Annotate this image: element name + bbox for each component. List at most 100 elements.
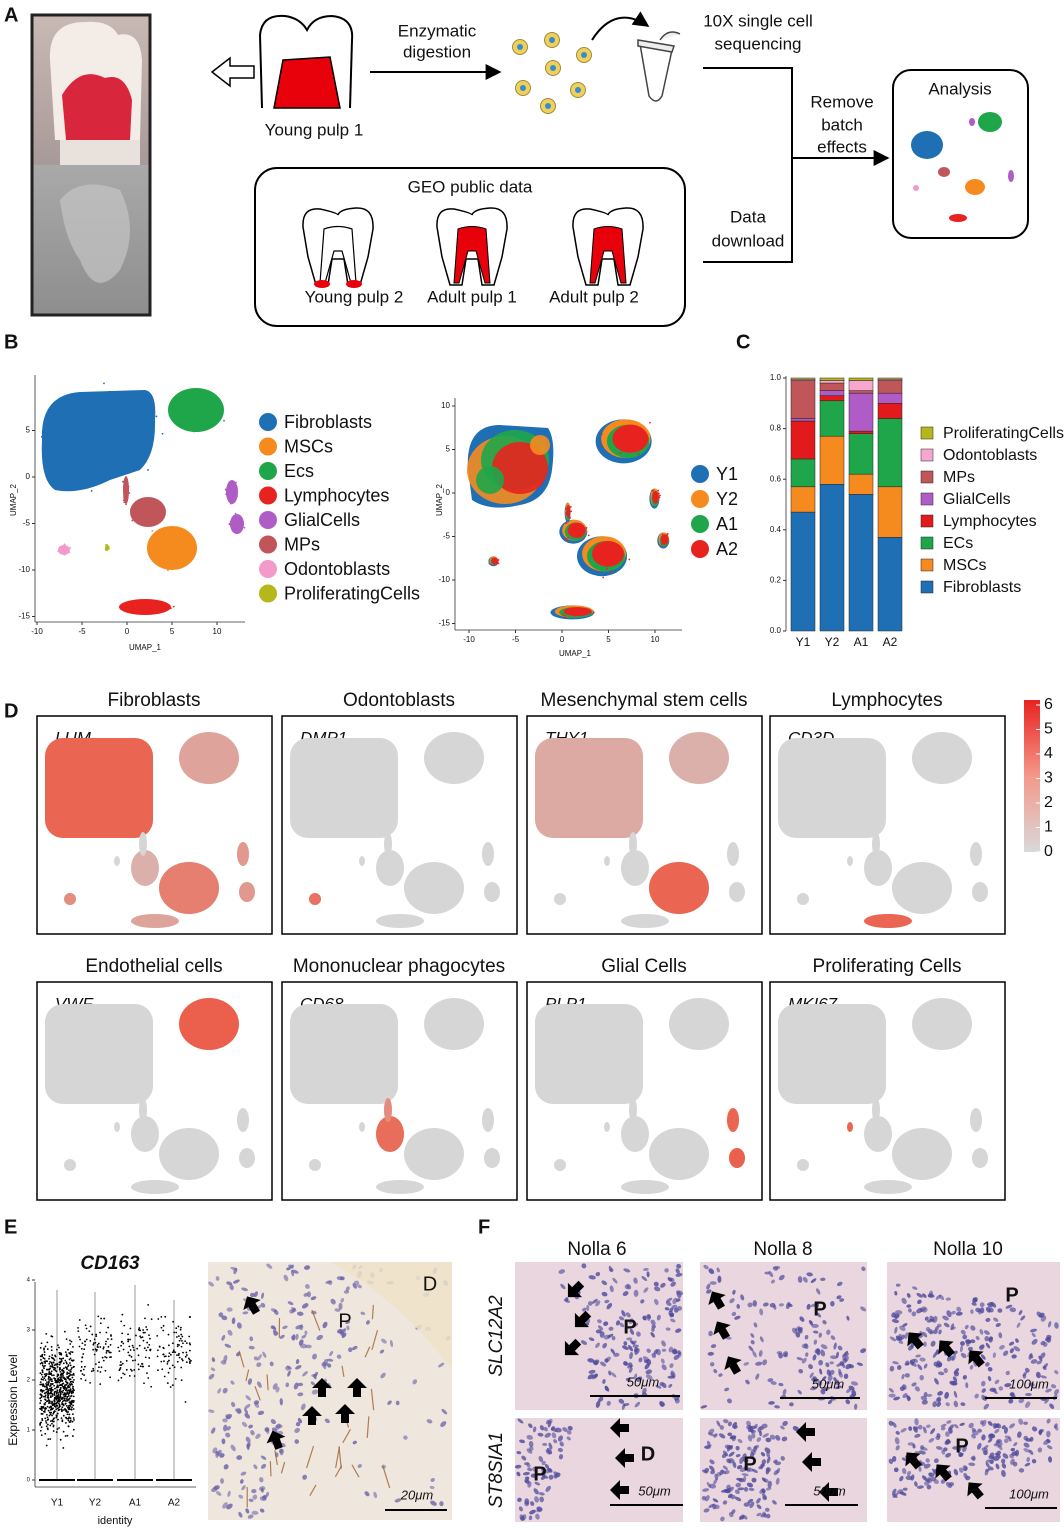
nucleus: [943, 1447, 948, 1452]
nucleus: [924, 1316, 929, 1321]
nucleus: [825, 1362, 830, 1368]
cell-point: [109, 1356, 111, 1359]
cell-point: [94, 1348, 97, 1351]
nucleus: [305, 1284, 310, 1289]
cell-point: [179, 1337, 182, 1340]
cell-point: [49, 1378, 52, 1381]
nucleus: [613, 1352, 620, 1357]
cell-point: [569, 505, 572, 508]
cell-point: [46, 1413, 48, 1416]
nucleus: [764, 1271, 770, 1275]
cell-point: [70, 1340, 73, 1343]
cell-point: [98, 463, 101, 466]
nucleus: [813, 1339, 818, 1345]
nucleus: [812, 1376, 818, 1383]
cell-point: [97, 1346, 99, 1349]
nucleus: [921, 1475, 928, 1482]
nucleus: [971, 1433, 976, 1439]
nucleus: [914, 1433, 921, 1438]
cell-point: [153, 501, 156, 504]
nucleus: [282, 1325, 288, 1330]
cell-point: [71, 1399, 74, 1402]
nucleus: [946, 1420, 952, 1424]
stained-vessel: [269, 1461, 272, 1477]
cell-point: [59, 1373, 62, 1376]
stained-vessel: [309, 1484, 317, 1496]
nucleus: [298, 1339, 304, 1346]
cell-point: [178, 1344, 180, 1346]
cell-point: [61, 1402, 63, 1404]
dentin: [330, 1262, 452, 1370]
nucleus: [285, 1366, 291, 1371]
nucleus: [534, 1481, 541, 1486]
cell-point: [51, 1365, 54, 1368]
cell-point: [177, 1335, 180, 1338]
nucleus: [770, 1381, 777, 1385]
x-tick-label: A2: [168, 1498, 181, 1509]
cell-point: [234, 528, 237, 531]
cell-point: [54, 1354, 56, 1357]
nucleus: [430, 1477, 435, 1482]
nucleus: [921, 1399, 928, 1405]
cell-point: [118, 1369, 121, 1372]
cell-point: [40, 1396, 43, 1399]
nucleus: [1028, 1382, 1035, 1387]
nucleus: [231, 1401, 236, 1408]
cell-point: [578, 610, 581, 613]
nucleus: [700, 1405, 708, 1409]
nucleus: [724, 1444, 731, 1450]
nucleus: [953, 1400, 959, 1408]
nucleus: [811, 1323, 819, 1329]
legend-label: MSCs: [284, 436, 333, 456]
nucleus: [211, 1486, 218, 1493]
cell-point: [53, 1384, 55, 1387]
nucleus: [270, 1308, 277, 1313]
cell-point: [47, 1395, 50, 1397]
nucleus: [1054, 1370, 1059, 1375]
bar-segment: [848, 433, 874, 475]
tick-label: 0: [27, 1478, 31, 1484]
cell-cluster: [239, 1148, 255, 1168]
cell-nucleus: [575, 87, 581, 93]
nucleus: [829, 1361, 834, 1365]
nucleus: [252, 1494, 258, 1500]
cell-point: [128, 1354, 131, 1357]
nucleus: [1040, 1375, 1047, 1379]
tooth-pulp: [453, 226, 491, 284]
cell-point: [81, 474, 84, 476]
nucleus: [906, 1395, 911, 1400]
nucleus: [295, 1365, 302, 1370]
nucleus: [944, 1391, 949, 1399]
nucleus: [936, 1401, 942, 1407]
nucleus: [912, 1443, 916, 1449]
nucleus: [955, 1311, 963, 1316]
cell-point: [146, 1341, 149, 1344]
legend-swatch: [920, 426, 934, 440]
nucleus: [624, 1284, 630, 1290]
caption: effects: [817, 137, 867, 156]
cell-point: [72, 1374, 75, 1376]
nucleus: [720, 1516, 725, 1522]
cell-point: [58, 1384, 61, 1387]
nucleus: [1023, 1421, 1028, 1425]
cell-point: [52, 1412, 55, 1415]
nucleus: [223, 1354, 228, 1363]
nucleus: [987, 1421, 993, 1426]
nucleus: [380, 1372, 386, 1379]
nucleus: [628, 1318, 634, 1324]
panel-letter: A: [4, 4, 18, 26]
nucleus: [581, 1263, 587, 1269]
nucleus: [964, 1324, 969, 1330]
nucleus: [1031, 1458, 1037, 1464]
nucleus: [830, 1355, 838, 1360]
cell-point: [185, 1354, 188, 1356]
nucleus: [765, 1437, 772, 1443]
photo-frame: [30, 13, 152, 317]
expression-overlay: [131, 850, 159, 886]
nucleus: [526, 1448, 533, 1454]
stained-vessel: [280, 1461, 286, 1474]
cell-point: [53, 1391, 56, 1393]
cell-point: [605, 568, 608, 570]
cell-point: [80, 431, 83, 434]
nucleus: [980, 1354, 986, 1360]
